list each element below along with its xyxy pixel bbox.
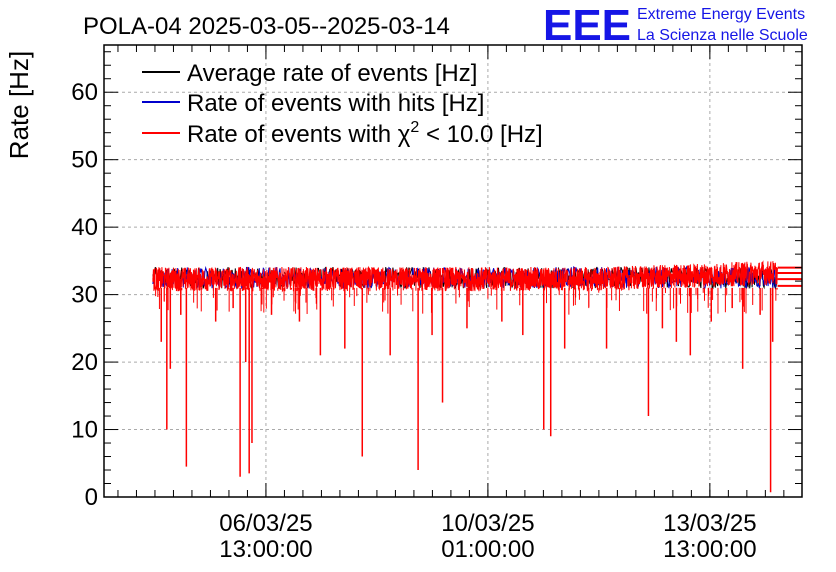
- y-axis-label: Rate [Hz]: [4, 51, 34, 159]
- axes: 010203040506006/03/2513:00:0010/03/2501:…: [71, 44, 803, 563]
- y-tick-label: 0: [85, 484, 98, 511]
- logo-text: EEE: [543, 1, 631, 50]
- legend-label-0: Average rate of events [Hz]: [187, 60, 477, 87]
- x-tick-label-date: 13/03/25: [663, 510, 756, 537]
- x-tick-label-date: 06/03/25: [219, 510, 312, 537]
- data-series: [152, 260, 802, 493]
- x-tick-label-time: 13:00:00: [663, 536, 756, 563]
- y-tick-label: 10: [71, 417, 98, 444]
- logo-line1: Extreme Energy Events: [637, 6, 805, 23]
- y-tick-label: 40: [71, 214, 98, 241]
- grid: [104, 45, 802, 497]
- x-tick-label-date: 10/03/25: [441, 510, 534, 537]
- legend-label-2: Rate of events with χ2 < 10.0 [Hz]: [187, 119, 543, 148]
- eee-logo: EEE Extreme Energy Events La Scienza nel…: [543, 1, 808, 50]
- y-tick-label: 50: [71, 147, 98, 174]
- series-line-chi2-rate: [152, 260, 778, 293]
- plot-frame: [103, 44, 803, 498]
- y-tick-label: 30: [71, 282, 98, 309]
- x-tick-label-time: 13:00:00: [219, 536, 312, 563]
- x-tick-label-time: 01:00:00: [441, 536, 534, 563]
- y-tick-label: 60: [71, 79, 98, 106]
- legend: Average rate of events [Hz] Rate of event…: [142, 60, 543, 148]
- y-tick-label: 20: [71, 349, 98, 376]
- legend-label-1: Rate of events with hits [Hz]: [187, 90, 484, 117]
- chart-title: POLA-04 2025-03-05--2025-03-14: [83, 13, 450, 40]
- logo-line2: La Scienza nelle Scuole: [637, 27, 808, 44]
